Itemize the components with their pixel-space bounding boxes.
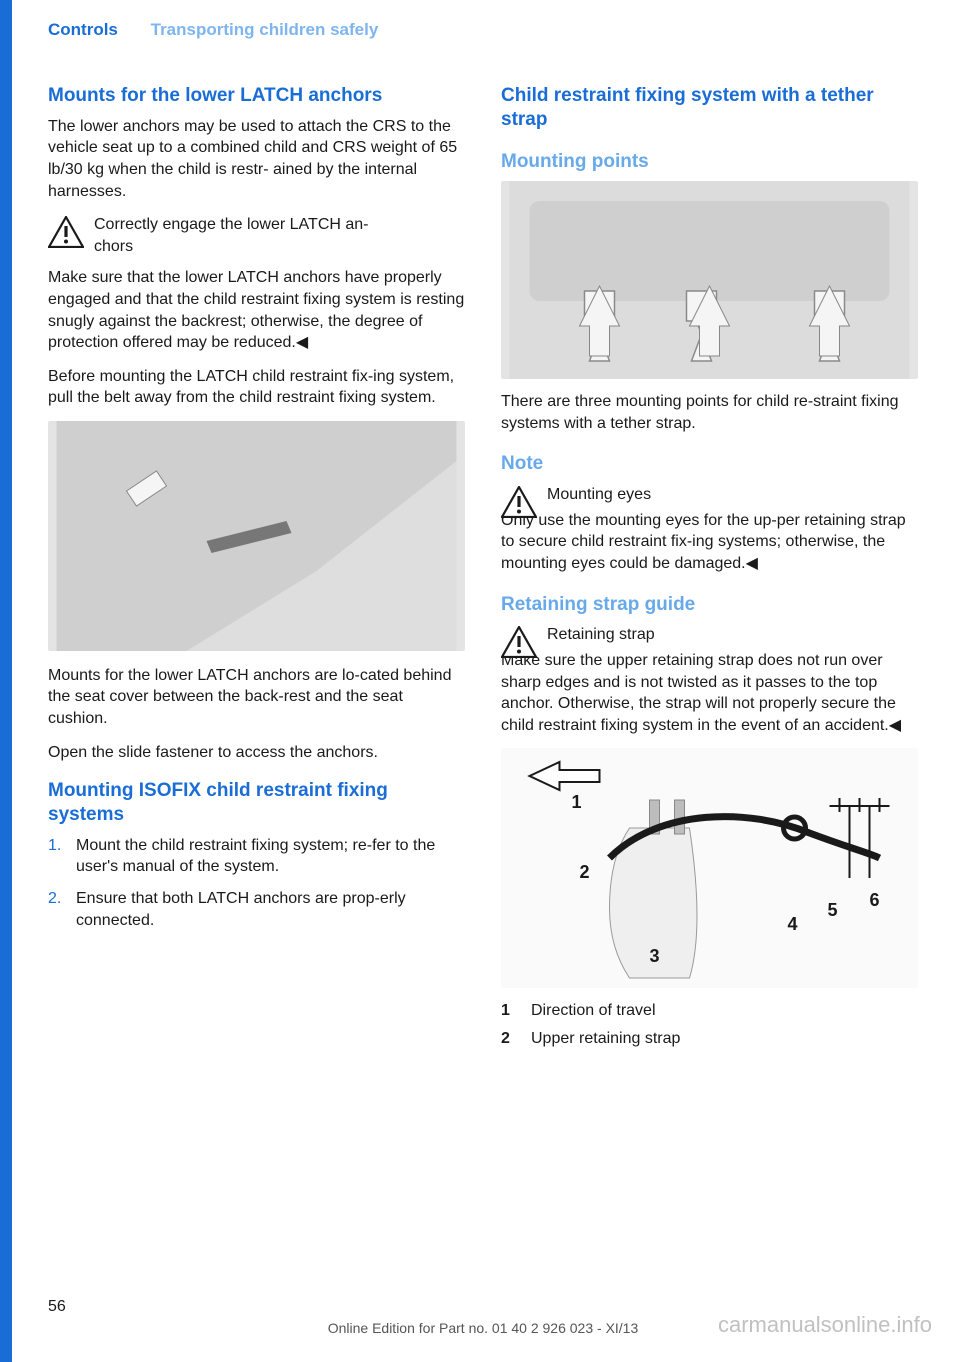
- image-mounting-points: [501, 181, 918, 379]
- page-header: Controls Transporting children safely: [0, 0, 960, 40]
- diagram-legend: 1 Direction of travel 2 Upper retaining …: [501, 1000, 918, 1049]
- heading-isofix: Mounting ISOFIX child restraint fixing s…: [48, 779, 465, 827]
- legend-txt-1: Direction of travel: [531, 1000, 656, 1022]
- list-item-2: 2. Ensure that both LATCH anchors are pr…: [48, 888, 465, 931]
- para-three-points: There are three mounting points for chil…: [501, 391, 918, 434]
- heading-mounting-points: Mounting points: [501, 150, 918, 174]
- warning-retaining-strap: Retaining strap: [501, 624, 918, 646]
- warning-engage-anchors: Correctly engage the lower LATCH an‐ cho…: [48, 214, 465, 257]
- warn1-line2: chors: [94, 238, 133, 255]
- right-column: Child restraint fixing system with a tet…: [501, 68, 918, 1055]
- caution-icon: [501, 626, 537, 658]
- list-num-1: 1.: [48, 835, 61, 857]
- image-seat-anchor-location: [48, 421, 465, 651]
- warn2-body: Only use the mounting eyes for the up‐pe…: [501, 510, 918, 575]
- para-engage-body: Make sure that the lower LATCH anchors h…: [48, 267, 465, 353]
- legend-num-1: 1: [501, 1000, 517, 1022]
- svg-text:3: 3: [650, 946, 660, 966]
- legend-row-1: 1 Direction of travel: [501, 1000, 918, 1022]
- left-column: Mounts for the lower LATCH anchors The l…: [48, 68, 465, 1055]
- content-area: Mounts for the lower LATCH anchors The l…: [0, 40, 960, 1055]
- warn3-body: Make sure the upper retaining strap does…: [501, 650, 918, 736]
- list-num-2: 2.: [48, 888, 61, 910]
- heading-retaining-strap: Retaining strap guide: [501, 593, 918, 617]
- para-before-mounting: Before mounting the LATCH child restrain…: [48, 366, 465, 409]
- heading-latch-mounts: Mounts for the lower LATCH anchors: [48, 84, 465, 108]
- heading-note: Note: [501, 452, 918, 476]
- warning-mounting-eyes: Mounting eyes: [501, 484, 918, 506]
- heading-tether-system: Child restraint fixing system with a tet…: [501, 84, 918, 132]
- header-chapter: Transporting children safely: [151, 20, 379, 39]
- list-text-2: Ensure that both LATCH anchors are prop‐…: [76, 890, 406, 929]
- left-accent-bar: [0, 0, 12, 1362]
- warn3-title: Retaining strap: [547, 626, 655, 643]
- page-number: 56: [48, 1298, 918, 1316]
- para-mount-location: Mounts for the lower LATCH anchors are l…: [48, 665, 465, 730]
- page-footer: 56 Online Edition for Part no. 01 40 2 9…: [48, 1298, 918, 1336]
- warn1-line1: Correctly engage the lower LATCH an‐: [94, 216, 369, 233]
- warn2-title: Mounting eyes: [547, 486, 651, 503]
- legend-row-2: 2 Upper retaining strap: [501, 1028, 918, 1050]
- para-open-fastener: Open the slide fastener to access the an…: [48, 742, 465, 764]
- header-controls: Controls: [48, 20, 118, 39]
- list-item-1: 1. Mount the child restraint fixing syst…: [48, 835, 465, 878]
- svg-text:4: 4: [788, 914, 798, 934]
- para-latch-intro: The lower anchors may be used to attach …: [48, 116, 465, 202]
- svg-text:6: 6: [870, 890, 880, 910]
- image-strap-diagram: 1 2 3 4 5 6: [501, 748, 918, 988]
- caution-icon: [501, 486, 537, 518]
- svg-text:2: 2: [580, 862, 590, 882]
- legend-txt-2: Upper retaining strap: [531, 1028, 680, 1050]
- svg-text:1: 1: [572, 792, 582, 812]
- list-text-1: Mount the child restraint fixing system;…: [76, 837, 435, 876]
- legend-num-2: 2: [501, 1028, 517, 1050]
- footer-edition: Online Edition for Part no. 01 40 2 926 …: [48, 1320, 918, 1336]
- caution-icon: [48, 216, 84, 248]
- svg-text:5: 5: [828, 900, 838, 920]
